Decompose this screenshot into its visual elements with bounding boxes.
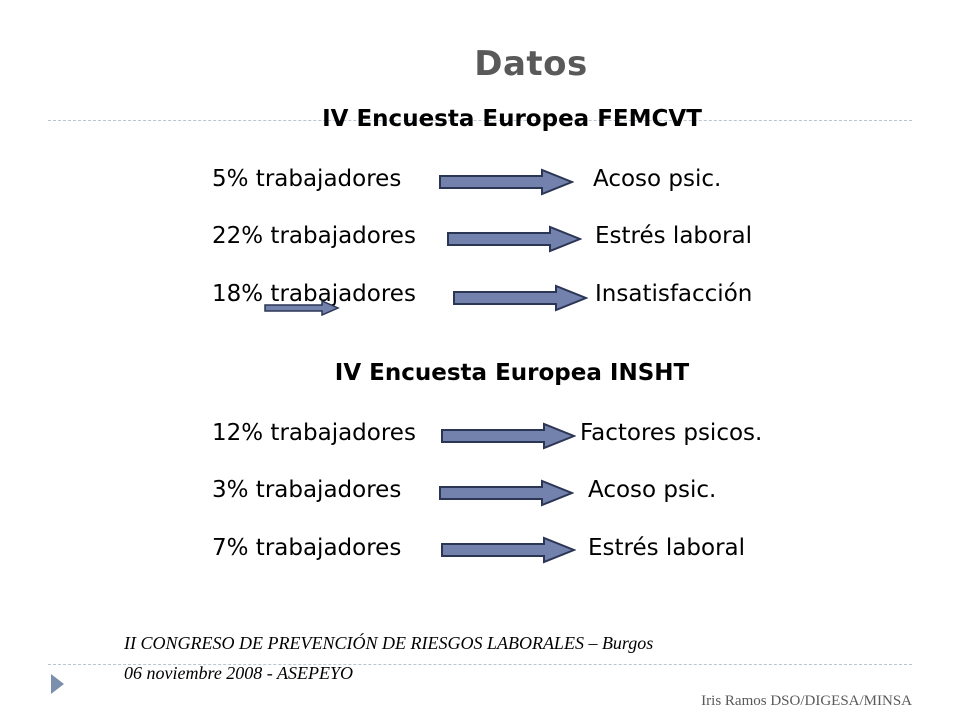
insht-row-3-label: 7% trabajadores — [212, 535, 402, 561]
right-arrow-icon — [447, 225, 582, 253]
right-arrow-icon — [441, 536, 576, 564]
bottom-divider — [48, 664, 912, 665]
femcvt-row-1-value: Acoso psic. — [593, 166, 722, 192]
insht-row-2-label: 3% trabajadores — [212, 477, 402, 503]
insht-row-2-value: Acoso psic. — [588, 477, 717, 503]
footer-congress-line: II CONGRESO DE PREVENCIÓN DE RIESGOS LAB… — [124, 633, 654, 653]
right-arrow-icon — [453, 284, 588, 312]
footer-author: Iris Ramos DSO/DIGESA/MINSA — [701, 693, 912, 709]
section-title-insht: IV Encuesta Europea INSHT — [334, 360, 690, 386]
insht-row-3-value: Estrés laboral — [588, 535, 746, 561]
slide-title: Datos — [474, 44, 588, 84]
section-title-femcvt: IV Encuesta Europea FEMCVT — [322, 106, 702, 132]
footer-date-line: 06 noviembre 2008 - ASEPEYO — [124, 663, 353, 683]
femcvt-row-2-value: Estrés laboral — [595, 223, 753, 249]
femcvt-row-3-value: Insatisfacción — [595, 281, 753, 307]
femcvt-row-1-label: 5% trabajadores — [212, 166, 402, 192]
insht-row-1-value: Factores psicos. — [580, 420, 763, 446]
right-arrow-icon — [441, 422, 576, 450]
femcvt-row-2-label: 22% trabajadores — [212, 223, 416, 249]
top-divider — [48, 120, 912, 121]
triangle-bullet-icon — [51, 674, 64, 694]
insht-row-1-label: 12% trabajadores — [212, 420, 416, 446]
femcvt-row-3-label: 18% trabajadores — [212, 281, 416, 307]
small-arrow-icon — [264, 300, 340, 316]
right-arrow-icon — [439, 168, 574, 196]
right-arrow-icon — [439, 479, 574, 507]
